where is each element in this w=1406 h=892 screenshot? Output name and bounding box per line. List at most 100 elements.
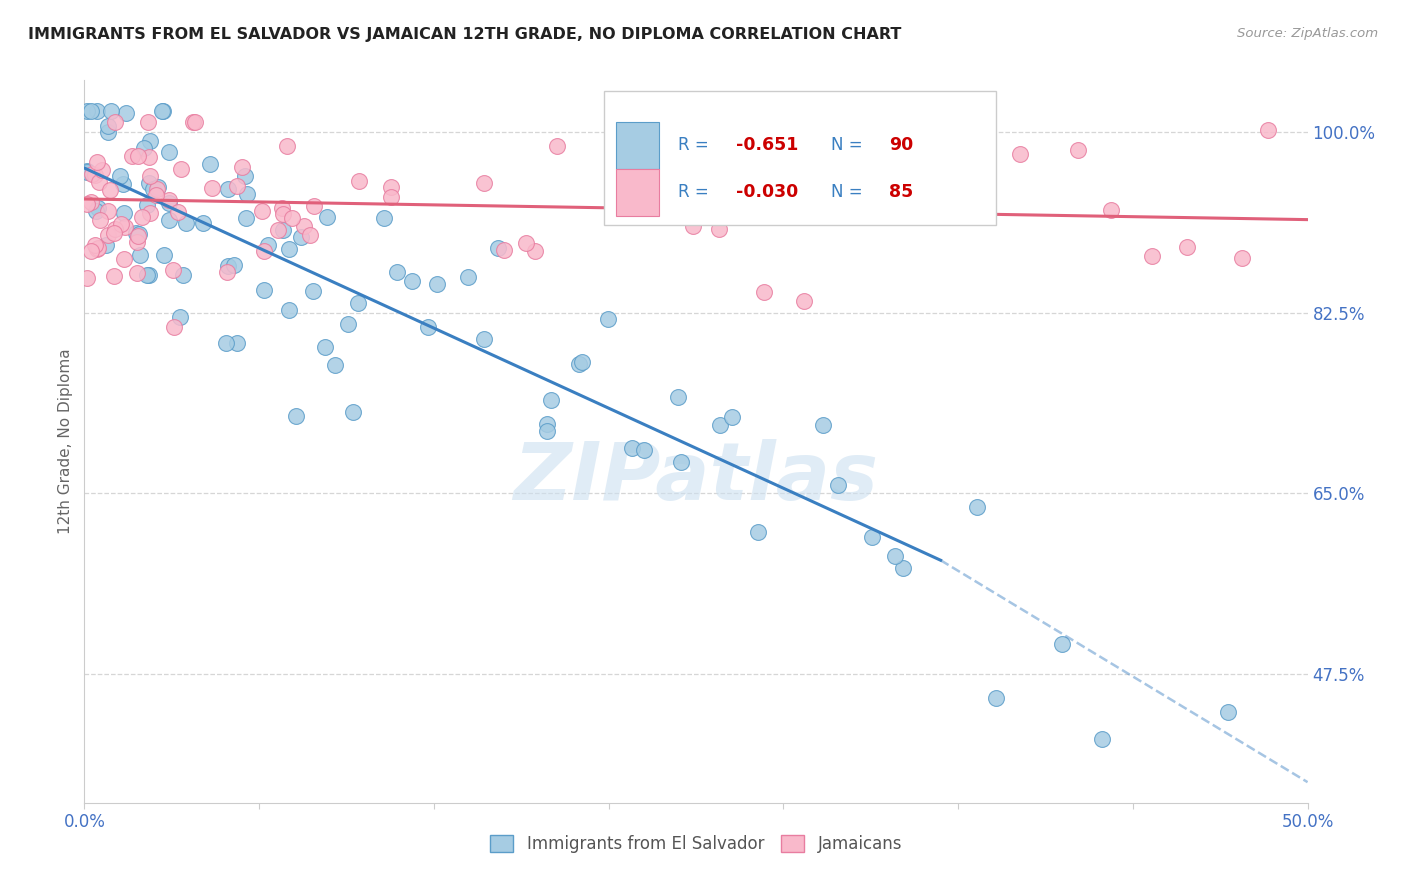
Point [380,190,402,204]
Point [1257,123,1279,137]
Point [302,199,325,213]
Point [298,228,321,243]
Point [1230,251,1253,265]
Point [669,455,692,469]
Point [170,162,193,177]
Point [111,177,134,191]
Point [834,170,856,185]
Point [373,211,395,225]
Point [79,244,101,258]
Point [89,213,111,227]
Point [127,266,149,280]
Point [277,242,299,256]
Point [114,220,136,235]
Point [76,104,98,119]
Point [233,169,256,183]
Point [157,145,180,159]
Point [127,235,149,249]
FancyBboxPatch shape [616,122,659,169]
Point [145,182,167,196]
Point [536,424,558,438]
Point [666,391,689,405]
Point [540,392,562,407]
Point [1050,637,1073,651]
Point [157,213,180,227]
Point [142,182,165,196]
Y-axis label: 12th Grade, No Diploma: 12th Grade, No Diploma [58,349,73,534]
Point [267,222,290,236]
Point [536,417,558,431]
Point [132,141,155,155]
Point [86,104,108,119]
Point [620,442,643,456]
Point [97,204,120,219]
Text: Source: ZipAtlas.com: Source: ZipAtlas.com [1237,27,1378,40]
Point [273,207,295,221]
Point [138,268,160,283]
Point [813,417,835,432]
Point [827,477,849,491]
Point [721,409,744,424]
Point [128,248,150,262]
Point [387,265,409,279]
Point [112,252,135,266]
Point [124,227,146,241]
Point [97,125,120,139]
Point [181,114,204,128]
Point [138,206,160,220]
Point [1140,249,1163,263]
Point [752,285,775,299]
Point [94,238,117,252]
Point [76,271,98,285]
FancyBboxPatch shape [605,91,995,225]
Point [401,274,423,288]
Point [515,235,537,250]
Point [1099,203,1122,218]
Point [128,227,150,241]
Text: IMMIGRANTS FROM EL SALVADOR VS JAMAICAN 12TH GRADE, NO DIPLOMA CORRELATION CHART: IMMIGRANTS FROM EL SALVADOR VS JAMAICAN … [28,27,901,42]
Point [80,195,103,210]
Point [198,157,221,171]
Point [253,244,276,258]
Point [76,164,98,178]
Point [325,358,347,372]
Point [139,169,162,184]
Point [136,114,159,128]
Point [418,319,440,334]
Point [191,216,214,230]
Text: R =: R = [678,136,714,154]
Point [598,312,620,326]
Point [100,183,122,197]
Point [1066,143,1088,157]
Point [217,259,239,273]
Text: -0.030: -0.030 [737,183,799,202]
Point [138,176,160,190]
Point [148,180,170,194]
Point [1090,731,1112,746]
Point [426,277,449,291]
Point [250,204,273,219]
Point [807,173,830,187]
Point [793,294,815,309]
Point [217,182,239,196]
Text: 90: 90 [889,136,914,154]
Point [235,186,257,201]
Point [257,238,280,252]
Point [737,186,759,201]
Point [737,180,759,194]
Point [271,223,294,237]
Point [76,164,98,178]
Text: 85: 85 [889,183,914,202]
Point [100,104,122,119]
Point [524,244,547,258]
Point [87,241,110,255]
Point [633,443,655,458]
Point [281,211,304,225]
Point [682,219,704,234]
Point [472,177,495,191]
Point [883,549,905,563]
Point [707,222,730,236]
Point [112,206,135,220]
Point [86,242,108,256]
Point [571,355,593,369]
